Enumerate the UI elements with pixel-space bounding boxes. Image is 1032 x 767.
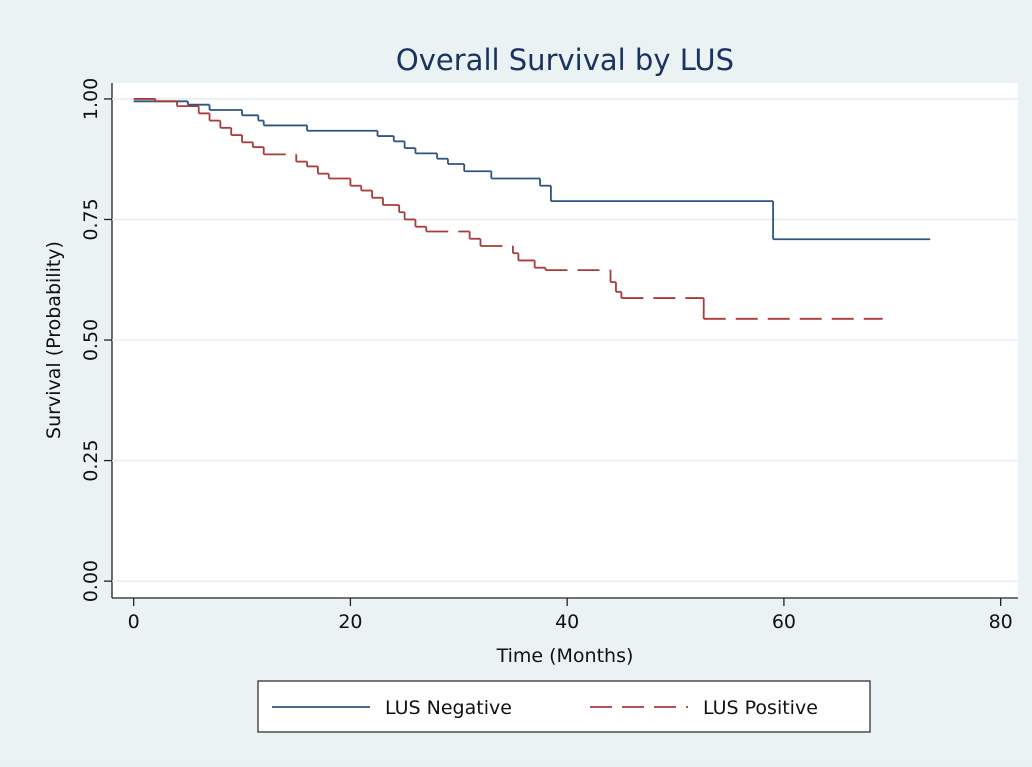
y-tick-label: 0.50 <box>80 319 102 361</box>
x-tick-label: 40 <box>555 611 579 633</box>
x-tick-label: 20 <box>338 611 362 633</box>
y-tick-label: 0.00 <box>80 560 102 602</box>
x-tick-label: 0 <box>128 611 140 633</box>
x-tick-label: 60 <box>772 611 796 633</box>
legend-label: LUS Negative <box>385 697 512 719</box>
x-axis-label: Time (Months) <box>496 645 634 667</box>
legend-label: LUS Positive <box>703 697 818 719</box>
x-tick-label: 80 <box>989 611 1013 633</box>
y-tick-label: 0.25 <box>80 439 102 481</box>
y-axis-label: Survival (Probability) <box>43 241 65 439</box>
y-tick-label: 1.00 <box>80 78 102 120</box>
y-tick-label: 0.75 <box>80 198 102 240</box>
chart-title: Overall Survival by LUS <box>396 43 734 77</box>
